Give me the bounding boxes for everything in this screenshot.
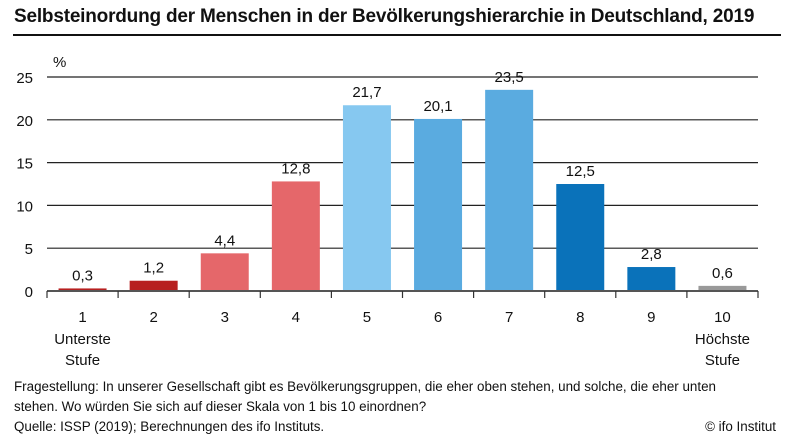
question-text-line2: stehen. Wo würden Sie sich auf dieser Sk… bbox=[14, 399, 427, 414]
y-axis-ticks: 0 5 10 15 20 25 bbox=[16, 70, 33, 301]
data-label: 0,3 bbox=[72, 267, 93, 284]
x-tick-label: 1 bbox=[78, 309, 86, 326]
x-tick-label: 8 bbox=[576, 309, 584, 326]
y-tick-label: 0 bbox=[25, 284, 33, 301]
x-tick-sublabel: Stufe bbox=[65, 352, 100, 369]
chart-title: Selbsteinordung der Menschen in der Bevö… bbox=[14, 6, 755, 27]
copyright-text: © ifo Institut bbox=[705, 419, 776, 434]
x-axis-tick-labels: 1 Unterste Stufe 2 3 4 5 6 7 8 9 10 Höchste Stufe bbox=[54, 309, 750, 369]
data-label: 4,4 bbox=[214, 232, 235, 249]
data-label: 23,5 bbox=[495, 69, 524, 86]
data-label: 20,1 bbox=[423, 98, 452, 115]
data-label: 12,5 bbox=[566, 163, 595, 180]
y-tick-label: 5 bbox=[25, 241, 33, 258]
x-tick-sublabel: Unterste bbox=[54, 331, 111, 348]
data-label: 0,6 bbox=[712, 265, 733, 282]
bar bbox=[129, 280, 178, 291]
x-tick-label: 3 bbox=[221, 309, 229, 326]
y-tick-label: 20 bbox=[16, 113, 33, 130]
x-tick-label: 9 bbox=[647, 309, 655, 326]
bar bbox=[485, 89, 534, 291]
data-label: 12,8 bbox=[281, 160, 310, 177]
x-tick-label: 4 bbox=[292, 309, 300, 326]
x-tick-label: 2 bbox=[149, 309, 157, 326]
question-text-line1: Fragestellung: In unserer Gesellschaft g… bbox=[14, 379, 716, 394]
y-tick-label: 25 bbox=[16, 70, 33, 87]
bar bbox=[200, 253, 249, 291]
data-label: 1,2 bbox=[143, 260, 164, 277]
bar bbox=[556, 184, 605, 291]
bar bbox=[271, 181, 320, 291]
x-axis bbox=[46, 290, 759, 298]
title-rule bbox=[13, 34, 781, 36]
x-tick-sublabel: Höchste bbox=[695, 331, 750, 348]
x-tick-label: 5 bbox=[363, 309, 371, 326]
gridlines bbox=[47, 76, 758, 249]
bar bbox=[342, 105, 391, 291]
y-axis-unit-label: % bbox=[53, 54, 66, 71]
data-labels: 0,3 1,2 4,4 12,8 21,7 20,1 23,5 12,5 2,8 0,6 bbox=[72, 69, 733, 285]
bar bbox=[698, 285, 747, 291]
x-tick-label: 10 bbox=[714, 309, 731, 326]
bars bbox=[58, 89, 747, 291]
source-text: Quelle: ISSP (2019); Berechnungen des if… bbox=[14, 419, 325, 434]
bar bbox=[627, 267, 676, 291]
data-label: 21,7 bbox=[352, 84, 381, 101]
x-tick-sublabel: Stufe bbox=[705, 352, 740, 369]
x-tick-label: 6 bbox=[434, 309, 442, 326]
data-label: 2,8 bbox=[641, 246, 662, 263]
bar bbox=[58, 288, 107, 291]
y-tick-label: 15 bbox=[16, 156, 33, 173]
bar bbox=[414, 118, 463, 291]
y-tick-label: 10 bbox=[16, 198, 33, 215]
x-tick-label: 7 bbox=[505, 309, 513, 326]
